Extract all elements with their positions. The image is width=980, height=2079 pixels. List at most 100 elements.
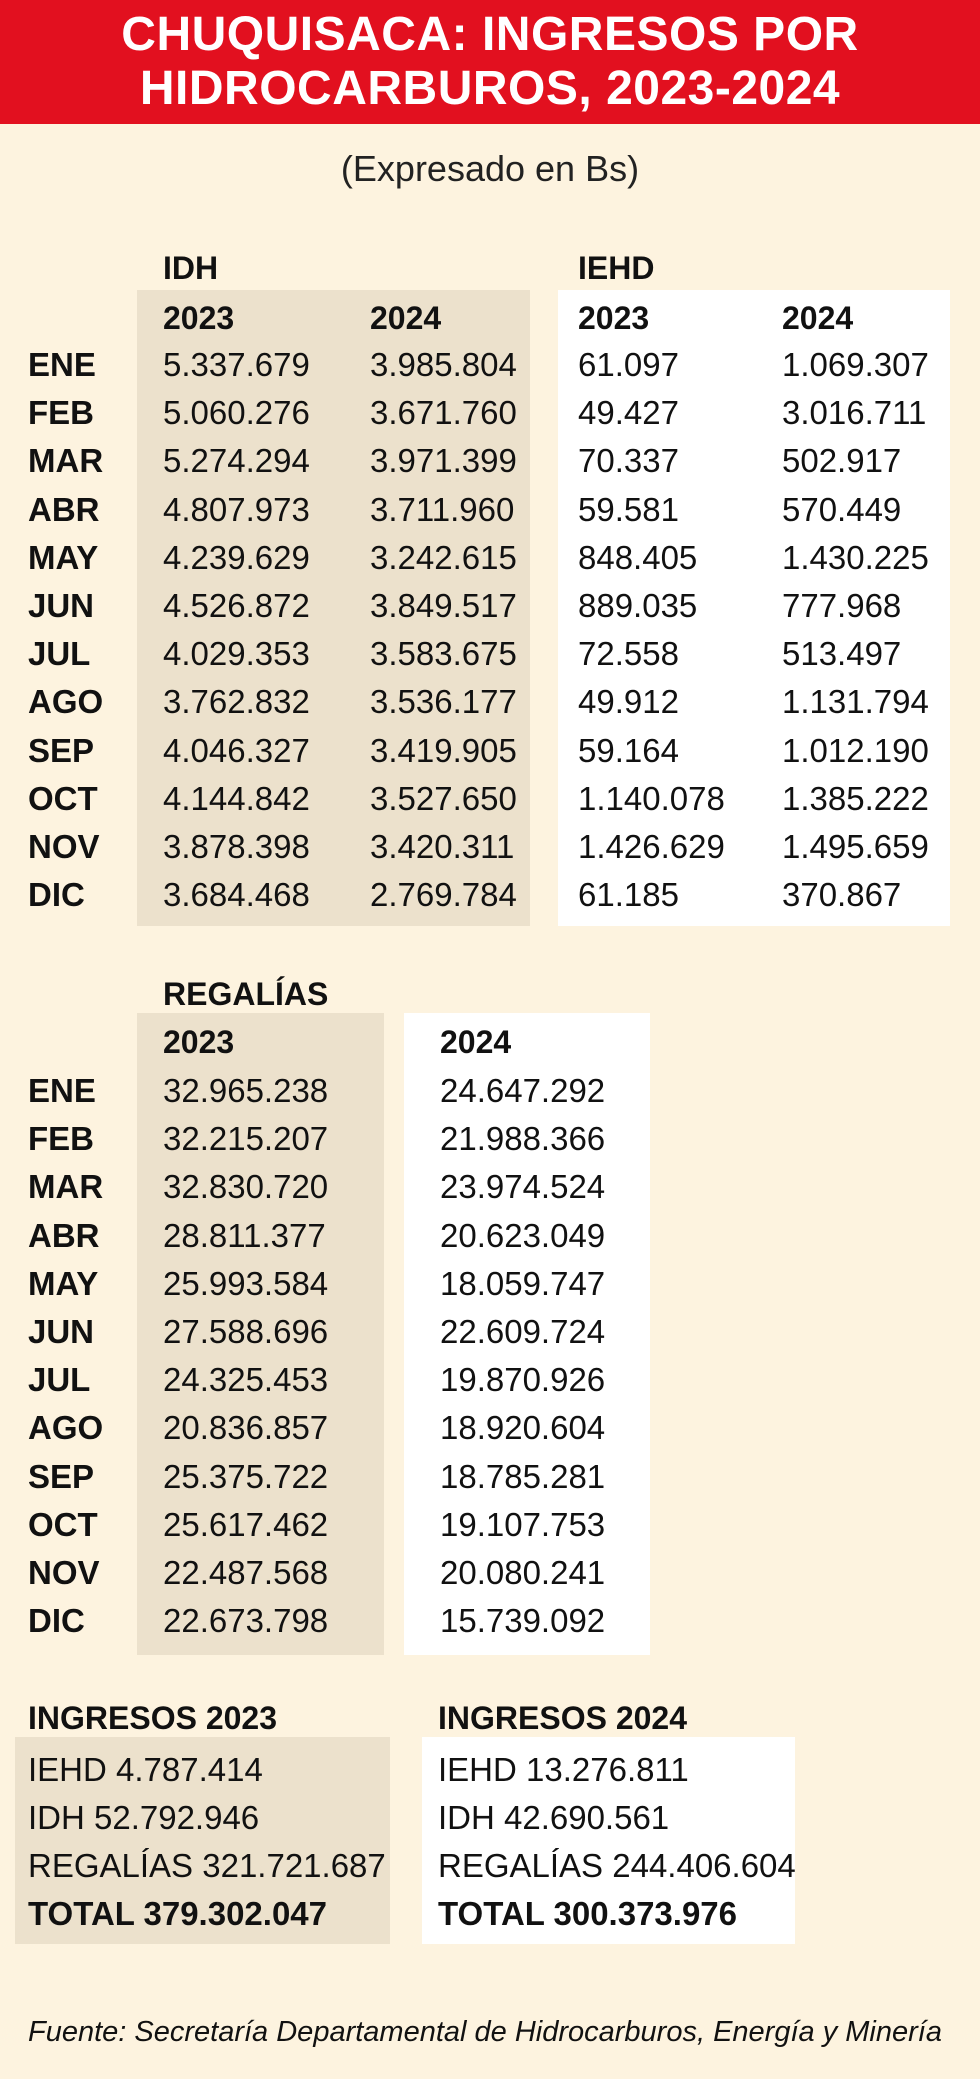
iehd-2024-dic: 370.867 xyxy=(782,876,902,914)
iehd-2023-ene: 61.097 xyxy=(578,346,679,383)
month-label-jun: JUN xyxy=(28,587,95,624)
regalias-year-2023: 2023 xyxy=(163,1024,235,1060)
idh-2024-may: 3.242.615 xyxy=(370,538,517,576)
regalias-heading: REGALÍAS xyxy=(163,976,329,1012)
regalias-2024-dic: 15.739.092 xyxy=(440,1602,606,1640)
totals-2024-total: TOTAL 300.373.976 xyxy=(438,1895,738,1932)
idh-2023-feb: 5.060.276 xyxy=(163,394,310,432)
iehd-2023-abr: 59.581 xyxy=(578,490,679,528)
idh-2024-feb: 3.671.760 xyxy=(370,394,517,432)
totals-2023-iehd: IEHD 4.787.414 xyxy=(28,1751,263,1788)
idh-2024-jun: 3.849.517 xyxy=(370,587,517,624)
idh-year-2024: 2024 xyxy=(370,300,442,336)
regalias-2023-dic: 22.673.798 xyxy=(163,1602,329,1640)
regalias-month-label-jun: JUN xyxy=(28,1313,95,1350)
regalias-2023-ago: 20.836.857 xyxy=(163,1409,329,1447)
iehd-2023-nov: 1.426.629 xyxy=(578,828,725,865)
iehd-2023-dic: 61.185 xyxy=(578,876,679,914)
month-label-may: MAY xyxy=(28,538,99,576)
subtitle: (Expresado en Bs) xyxy=(340,148,640,189)
iehd-2023-oct: 1.140.078 xyxy=(578,779,725,817)
iehd-2024-may: 1.430.225 xyxy=(782,538,929,576)
iehd-2024-jun: 777.968 xyxy=(782,587,902,624)
month-label-mar: MAR xyxy=(28,442,104,480)
month-label-ago: AGO xyxy=(28,683,104,721)
idh-2023-jun: 4.526.872 xyxy=(163,587,310,624)
totals-2023-regalias: REGALÍAS 321.721.687 xyxy=(28,1847,386,1884)
regalias-month-label-abr: ABR xyxy=(28,1216,100,1254)
month-label-oct: OCT xyxy=(28,779,98,817)
regalias-month-label-sep: SEP xyxy=(28,1457,95,1495)
idh-2024-mar: 3.971.399 xyxy=(370,442,517,480)
idh-2024-ene: 3.985.804 xyxy=(370,346,517,383)
idh-2024-abr: 3.711.960 xyxy=(370,490,515,528)
title-line-1: CHUQUISACA: INGRESOS POR xyxy=(121,8,859,61)
iehd-2024-abr: 570.449 xyxy=(782,490,902,528)
regalias-2023-jun: 27.588.696 xyxy=(163,1313,329,1350)
idh-2024-nov: 3.420.311 xyxy=(370,828,515,865)
idh-2023-ago: 3.762.832 xyxy=(163,683,310,721)
regalias-2023-feb: 32.215.207 xyxy=(163,1120,329,1158)
iehd-heading: IEHD xyxy=(578,250,655,286)
regalias-shaded-panel xyxy=(137,1013,384,1655)
month-label-jul: JUL xyxy=(28,635,91,673)
iehd-2023-ago: 49.912 xyxy=(578,683,679,721)
regalias-month-label-nov: NOV xyxy=(28,1554,100,1591)
iehd-2024-feb: 3.016.711 xyxy=(782,394,927,432)
regalias-2024-jul: 19.870.926 xyxy=(440,1361,606,1399)
iehd-2024-mar: 502.917 xyxy=(782,442,902,480)
totals-2023-total: TOTAL 379.302.047 xyxy=(28,1895,328,1932)
totals-2024-heading: INGRESOS 2024 xyxy=(438,1700,687,1736)
totals-2024-iehd: IEHD 13.276.811 xyxy=(438,1751,689,1788)
regalias-month-label-ago: AGO xyxy=(28,1409,104,1447)
month-label-abr: ABR xyxy=(28,490,100,528)
header-banner: CHUQUISACA: INGRESOS POR HIDROCARBUROS, … xyxy=(0,0,980,124)
regalias-white-panel xyxy=(404,1013,650,1655)
idh-year-2023: 2023 xyxy=(163,300,235,336)
regalias-month-label-oct: OCT xyxy=(28,1505,98,1543)
idh-2023-nov: 3.878.398 xyxy=(163,828,310,865)
idh-2023-abr: 4.807.973 xyxy=(163,490,310,528)
regalias-2024-oct: 19.107.753 xyxy=(440,1505,606,1543)
idh-2023-jul: 4.029.353 xyxy=(163,635,310,673)
idh-2023-dic: 3.684.468 xyxy=(163,876,310,914)
idh-2024-ago: 3.536.177 xyxy=(370,683,517,721)
regalias-2023-mar: 32.830.720 xyxy=(163,1168,329,1206)
regalias-2024-ene: 24.647.292 xyxy=(440,1072,606,1109)
idh-2023-ene: 5.337.679 xyxy=(163,346,310,383)
iehd-year-2023: 2023 xyxy=(578,300,650,336)
regalias-month-label-dic: DIC xyxy=(28,1602,85,1640)
regalias-2023-sep: 25.375.722 xyxy=(163,1457,329,1495)
iehd-2023-may: 848.405 xyxy=(578,538,698,576)
regalias-2023-jul: 24.325.453 xyxy=(163,1361,329,1399)
idh-2024-sep: 3.419.905 xyxy=(370,731,517,769)
month-label-nov: NOV xyxy=(28,828,100,865)
regalias-2024-ago: 18.920.604 xyxy=(440,1409,606,1447)
month-label-feb: FEB xyxy=(28,394,94,432)
month-label-ene: ENE xyxy=(28,346,96,383)
regalias-2024-may: 18.059.747 xyxy=(440,1264,606,1302)
regalias-2023-may: 25.993.584 xyxy=(163,1264,329,1302)
title-line-2: HIDROCARBUROS, 2023-2024 xyxy=(139,62,841,115)
idh-2024-jul: 3.583.675 xyxy=(370,635,517,673)
regalias-2023-ene: 32.965.238 xyxy=(163,1072,329,1109)
idh-2023-may: 4.239.629 xyxy=(163,538,310,576)
idh-2024-oct: 3.527.650 xyxy=(370,779,517,817)
idh-2023-sep: 4.046.327 xyxy=(163,731,310,769)
regalias-month-label-feb: FEB xyxy=(28,1120,94,1158)
totals-2023-panel xyxy=(15,1737,390,1944)
totals-2024-idh: IDH 42.690.561 xyxy=(438,1799,670,1836)
regalias-month-label-mar: MAR xyxy=(28,1168,104,1206)
iehd-2024-ago: 1.131.794 xyxy=(782,683,929,721)
regalias-2024-feb: 21.988.366 xyxy=(440,1120,606,1158)
totals-2023-idh: IDH 52.792.946 xyxy=(28,1799,260,1836)
regalias-2024-jun: 22.609.724 xyxy=(440,1313,606,1350)
totals-2024-regalias: REGALÍAS 244.406.604 xyxy=(438,1847,796,1884)
regalias-2024-sep: 18.785.281 xyxy=(440,1457,606,1495)
idh-2023-oct: 4.144.842 xyxy=(163,779,310,817)
iehd-2023-mar: 70.337 xyxy=(578,442,679,480)
iehd-2024-sep: 1.012.190 xyxy=(782,731,929,769)
regalias-year-2024: 2024 xyxy=(440,1024,512,1060)
iehd-year-2024: 2024 xyxy=(782,300,854,336)
idh-2023-mar: 5.274.294 xyxy=(163,442,310,480)
